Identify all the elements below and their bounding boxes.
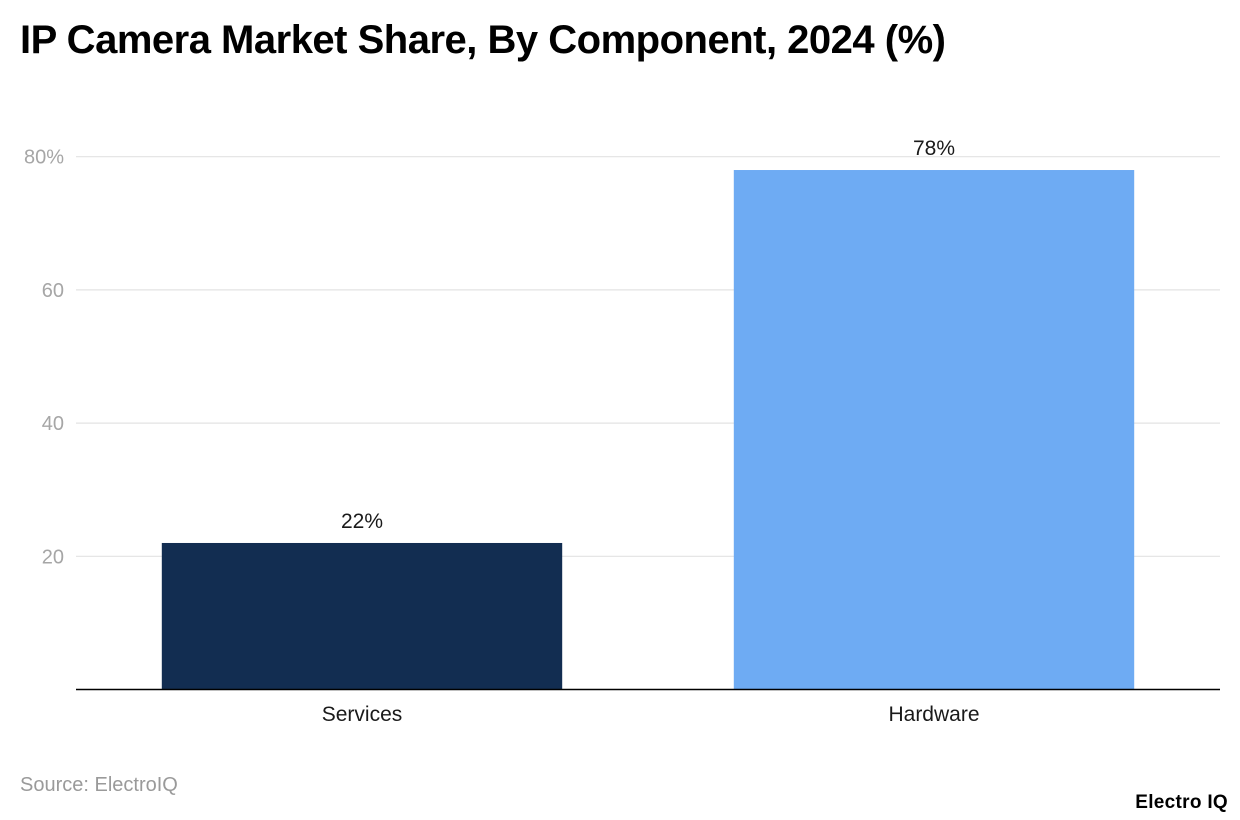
brand-logo: Electro IQ: [1135, 792, 1228, 813]
bar-hardware: [733, 170, 1135, 690]
data-label: 78%: [913, 137, 955, 160]
data-label: 22%: [341, 510, 383, 533]
chart-title: IP Camera Market Share, By Component, 20…: [20, 18, 946, 62]
x-tick-label: Hardware: [888, 703, 979, 726]
data-labels: 22% 78%: [341, 137, 955, 533]
source-note: Source: ElectroIQ: [20, 774, 178, 796]
bar-services: [161, 542, 563, 690]
bars: [161, 170, 1135, 690]
y-tick-label: 80%: [24, 147, 64, 169]
bar-chart: 20 40 60 80% 22% 78% Services Hardware: [24, 137, 1220, 726]
x-tick-label: Services: [322, 703, 403, 726]
x-axis-ticks: Services Hardware: [322, 703, 980, 726]
y-tick-label: 20: [42, 546, 64, 568]
y-axis-ticks: 20 40 60 80%: [24, 147, 64, 569]
y-tick-label: 40: [42, 413, 64, 435]
y-tick-label: 60: [42, 280, 64, 302]
